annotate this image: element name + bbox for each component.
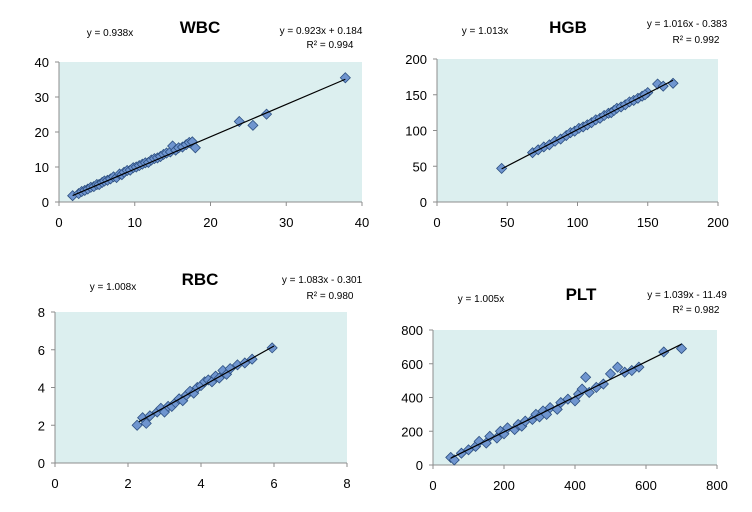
y-tick-label: 600	[401, 357, 423, 372]
y-tick-label: 6	[38, 343, 45, 358]
fit-equation: y = 1.039x - 11.49	[647, 290, 727, 301]
x-tick-label: 6	[270, 476, 277, 491]
chart-title: RBC	[182, 270, 219, 289]
fit-equation: y = 1.016x - 0.383	[647, 19, 728, 30]
x-tick-label: 50	[500, 215, 514, 230]
x-tick-label: 0	[433, 215, 440, 230]
chart-plt: 0 200 400 600 800 0 200 400 600 800 PLT y = 1.005x y…	[401, 285, 728, 493]
y-tick-label: 8	[38, 305, 45, 320]
y-tick-label: 0	[42, 195, 49, 210]
x-tick-label: 40	[355, 215, 369, 230]
x-tick-label: 10	[128, 215, 142, 230]
r-squared-label: R² = 0.994	[307, 40, 354, 51]
y-tick-label: 800	[401, 323, 423, 338]
data-point	[247, 119, 259, 131]
identity-equation: y = 1.013x	[462, 26, 508, 37]
x-tick-label: 8	[343, 476, 350, 491]
trend-line	[72, 78, 346, 197]
chart-title: WBC	[180, 18, 221, 37]
y-tick-label: 50	[413, 159, 427, 174]
x-tick-label: 150	[637, 215, 659, 230]
fit-equation: y = 0.923x + 0.184	[280, 26, 363, 37]
data-point	[580, 371, 592, 383]
data-point	[189, 142, 201, 154]
x-tick-label: 30	[279, 215, 293, 230]
y-tick-label: 100	[405, 124, 427, 139]
data-point	[224, 363, 236, 375]
trend-line	[138, 345, 275, 423]
data-point	[140, 417, 152, 429]
r-squared-label: R² = 0.992	[673, 35, 720, 46]
x-tick-label: 200	[493, 478, 515, 493]
x-tick-label: 800	[706, 478, 728, 493]
y-tick-label: 400	[401, 391, 423, 406]
chart-rbc: 0 2 4 6 8 0 2 4 6 8 RBC y = 1.008x y = 1.083x - 0.30…	[38, 270, 363, 491]
x-tick-label: 4	[197, 476, 204, 491]
x-tick-label: 600	[635, 478, 657, 493]
identity-equation: y = 0.938x	[87, 28, 133, 39]
fit-equation: y = 1.083x - 0.301	[282, 275, 363, 286]
data-point	[612, 361, 624, 373]
chart-title: PLT	[566, 285, 597, 304]
y-tick-label: 10	[35, 160, 49, 175]
y-tick-label: 0	[420, 195, 427, 210]
x-tick-label: 20	[203, 215, 217, 230]
chart-title: HGB	[549, 18, 587, 37]
chart-hgb: 0 50 100 150 200 0 50 100 150 200 HGB y = 1.013x y =…	[405, 18, 729, 230]
data-point	[131, 419, 143, 431]
y-tick-label: 200	[401, 424, 423, 439]
y-tick-label: 4	[38, 381, 45, 396]
y-tick-label: 0	[416, 458, 423, 473]
identity-equation: y = 1.008x	[90, 282, 136, 293]
data-point	[266, 342, 278, 354]
y-tick-label: 2	[38, 418, 45, 433]
trend-line	[450, 343, 682, 459]
y-tick-label: 40	[35, 55, 49, 70]
chart-wbc: 0 10 20 30 40 0 10 20 30 40 WBC y = 0.938x y = 0.923…	[35, 18, 370, 230]
y-tick-label: 20	[35, 125, 49, 140]
y-tick-label: 200	[405, 52, 427, 67]
trend-line	[501, 79, 674, 170]
identity-equation: y = 1.005x	[458, 294, 504, 305]
x-tick-label: 100	[567, 215, 589, 230]
r-squared-label: R² = 0.982	[673, 305, 720, 316]
x-tick-label: 0	[429, 478, 436, 493]
y-tick-label: 30	[35, 90, 49, 105]
x-tick-label: 200	[707, 215, 729, 230]
x-tick-label: 0	[51, 476, 58, 491]
y-tick-label: 0	[38, 456, 45, 471]
x-tick-label: 0	[55, 215, 62, 230]
r-squared-label: R² = 0.980	[307, 291, 354, 302]
x-tick-label: 2	[124, 476, 131, 491]
x-tick-label: 400	[564, 478, 586, 493]
y-tick-label: 150	[405, 88, 427, 103]
